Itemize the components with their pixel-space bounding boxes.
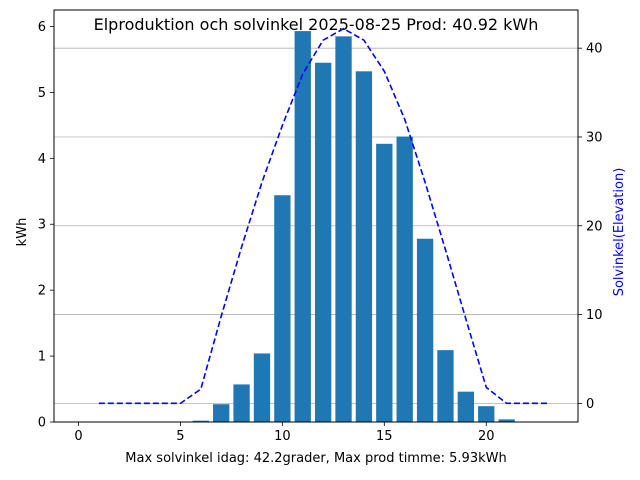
bar: [192, 420, 209, 422]
y-right-tick-label: 30: [586, 130, 603, 145]
bar-series: [192, 31, 515, 423]
y-right-tick-label: 0: [586, 397, 594, 412]
bar: [335, 36, 352, 422]
x-axis-label: Max solvinkel idag: 42.2grader, Max prod…: [125, 451, 506, 466]
y-tick-label: 1: [38, 350, 46, 365]
y-axis-label-left: kWh: [15, 218, 30, 247]
y-tick-label: 0: [38, 416, 46, 431]
x-tick-label: 15: [376, 429, 393, 444]
y-tick-label: 2: [38, 284, 46, 299]
bar: [294, 31, 311, 423]
bar: [213, 404, 230, 422]
chart-title: Elproduktion och solvinkel 2025-08-25 Pr…: [94, 15, 539, 34]
x-axis: 0 5 10 15 20: [74, 422, 495, 444]
bar: [498, 419, 515, 422]
y-tick-label: 5: [38, 86, 46, 101]
y-right-tick-label: 20: [586, 219, 603, 234]
bar: [314, 62, 332, 423]
bar: [376, 143, 393, 422]
x-tick-label: 10: [274, 429, 291, 444]
bar: [233, 384, 250, 422]
x-tick-label: 5: [176, 429, 184, 444]
y-axis-label-right: Solvinkel(Elevation): [612, 168, 627, 297]
y-tick-label: 6: [38, 20, 46, 35]
y-tick-label: 4: [38, 152, 46, 167]
bar: [457, 391, 475, 422]
bar: [355, 71, 373, 422]
x-tick-label: 20: [478, 429, 495, 444]
y-axis-left: 0 1 2 3 4 5 6: [38, 20, 54, 431]
plot-frame: [53, 9, 579, 423]
y-tick-label: 3: [38, 218, 46, 233]
y-right-tick-label: 40: [586, 42, 603, 57]
y-axis-right: 0 10 20 30 40: [578, 42, 603, 412]
y-right-tick-label: 10: [586, 308, 603, 323]
bar: [253, 353, 271, 422]
bar: [437, 350, 454, 422]
elevation-line-series: [98, 27, 548, 405]
elevation-line: [98, 27, 548, 405]
x-tick-label: 0: [74, 429, 82, 444]
bar: [478, 406, 495, 422]
bar: [396, 136, 413, 422]
bar: [416, 238, 434, 422]
bar: [274, 195, 291, 422]
